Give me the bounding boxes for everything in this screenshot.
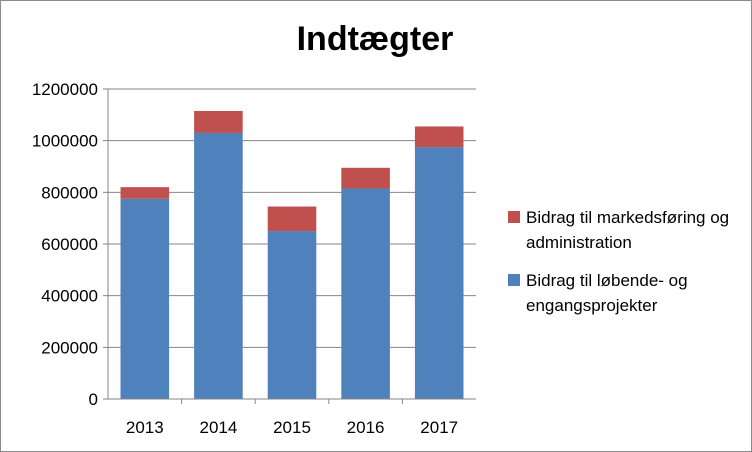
bar-projects-2014 xyxy=(194,132,243,399)
bars xyxy=(120,110,464,399)
bar-marketing-2015 xyxy=(267,206,317,232)
y-tick-label: 600000 xyxy=(41,235,98,254)
bar-projects-2017 xyxy=(414,147,464,399)
y-tick-label: 1000000 xyxy=(32,132,98,151)
legend-label-projects: Bidrag til løbende- og engangsprojekter xyxy=(526,271,688,315)
x-tick-label: 2016 xyxy=(347,418,385,437)
bar-marketing-2014 xyxy=(194,110,243,133)
bar-marketing-2017 xyxy=(414,126,464,148)
bar-projects-2015 xyxy=(267,231,317,399)
y-tick-label: 0 xyxy=(89,390,98,409)
bar-projects-2013 xyxy=(120,198,170,399)
bar-marketing-2016 xyxy=(341,167,390,189)
bar-marketing-2013 xyxy=(120,187,170,199)
bar-projects-2016 xyxy=(341,188,390,399)
x-tick-label: 2015 xyxy=(273,418,311,437)
legend-swatch-projects xyxy=(508,274,520,286)
y-tick-labels: 0 200000 400000 600000 800000 1000000 1200000 xyxy=(32,80,98,409)
x-tick-label: 2017 xyxy=(420,418,458,437)
chart-title: Indtægter xyxy=(296,20,454,58)
axes xyxy=(103,88,476,404)
y-tick-label: 1200000 xyxy=(32,80,98,99)
legend-swatch-marketing xyxy=(508,211,520,223)
x-tick-labels: 2013 2014 2015 2016 2017 xyxy=(126,418,458,437)
x-tick-label: 2014 xyxy=(199,418,237,437)
y-tick-label: 800000 xyxy=(41,183,98,202)
y-tick-label: 400000 xyxy=(41,287,98,306)
y-tick-label: 200000 xyxy=(41,338,98,357)
legend-label-marketing: Bidrag til markedsføring og administrati… xyxy=(526,208,730,252)
x-tick-label: 2013 xyxy=(126,418,164,437)
